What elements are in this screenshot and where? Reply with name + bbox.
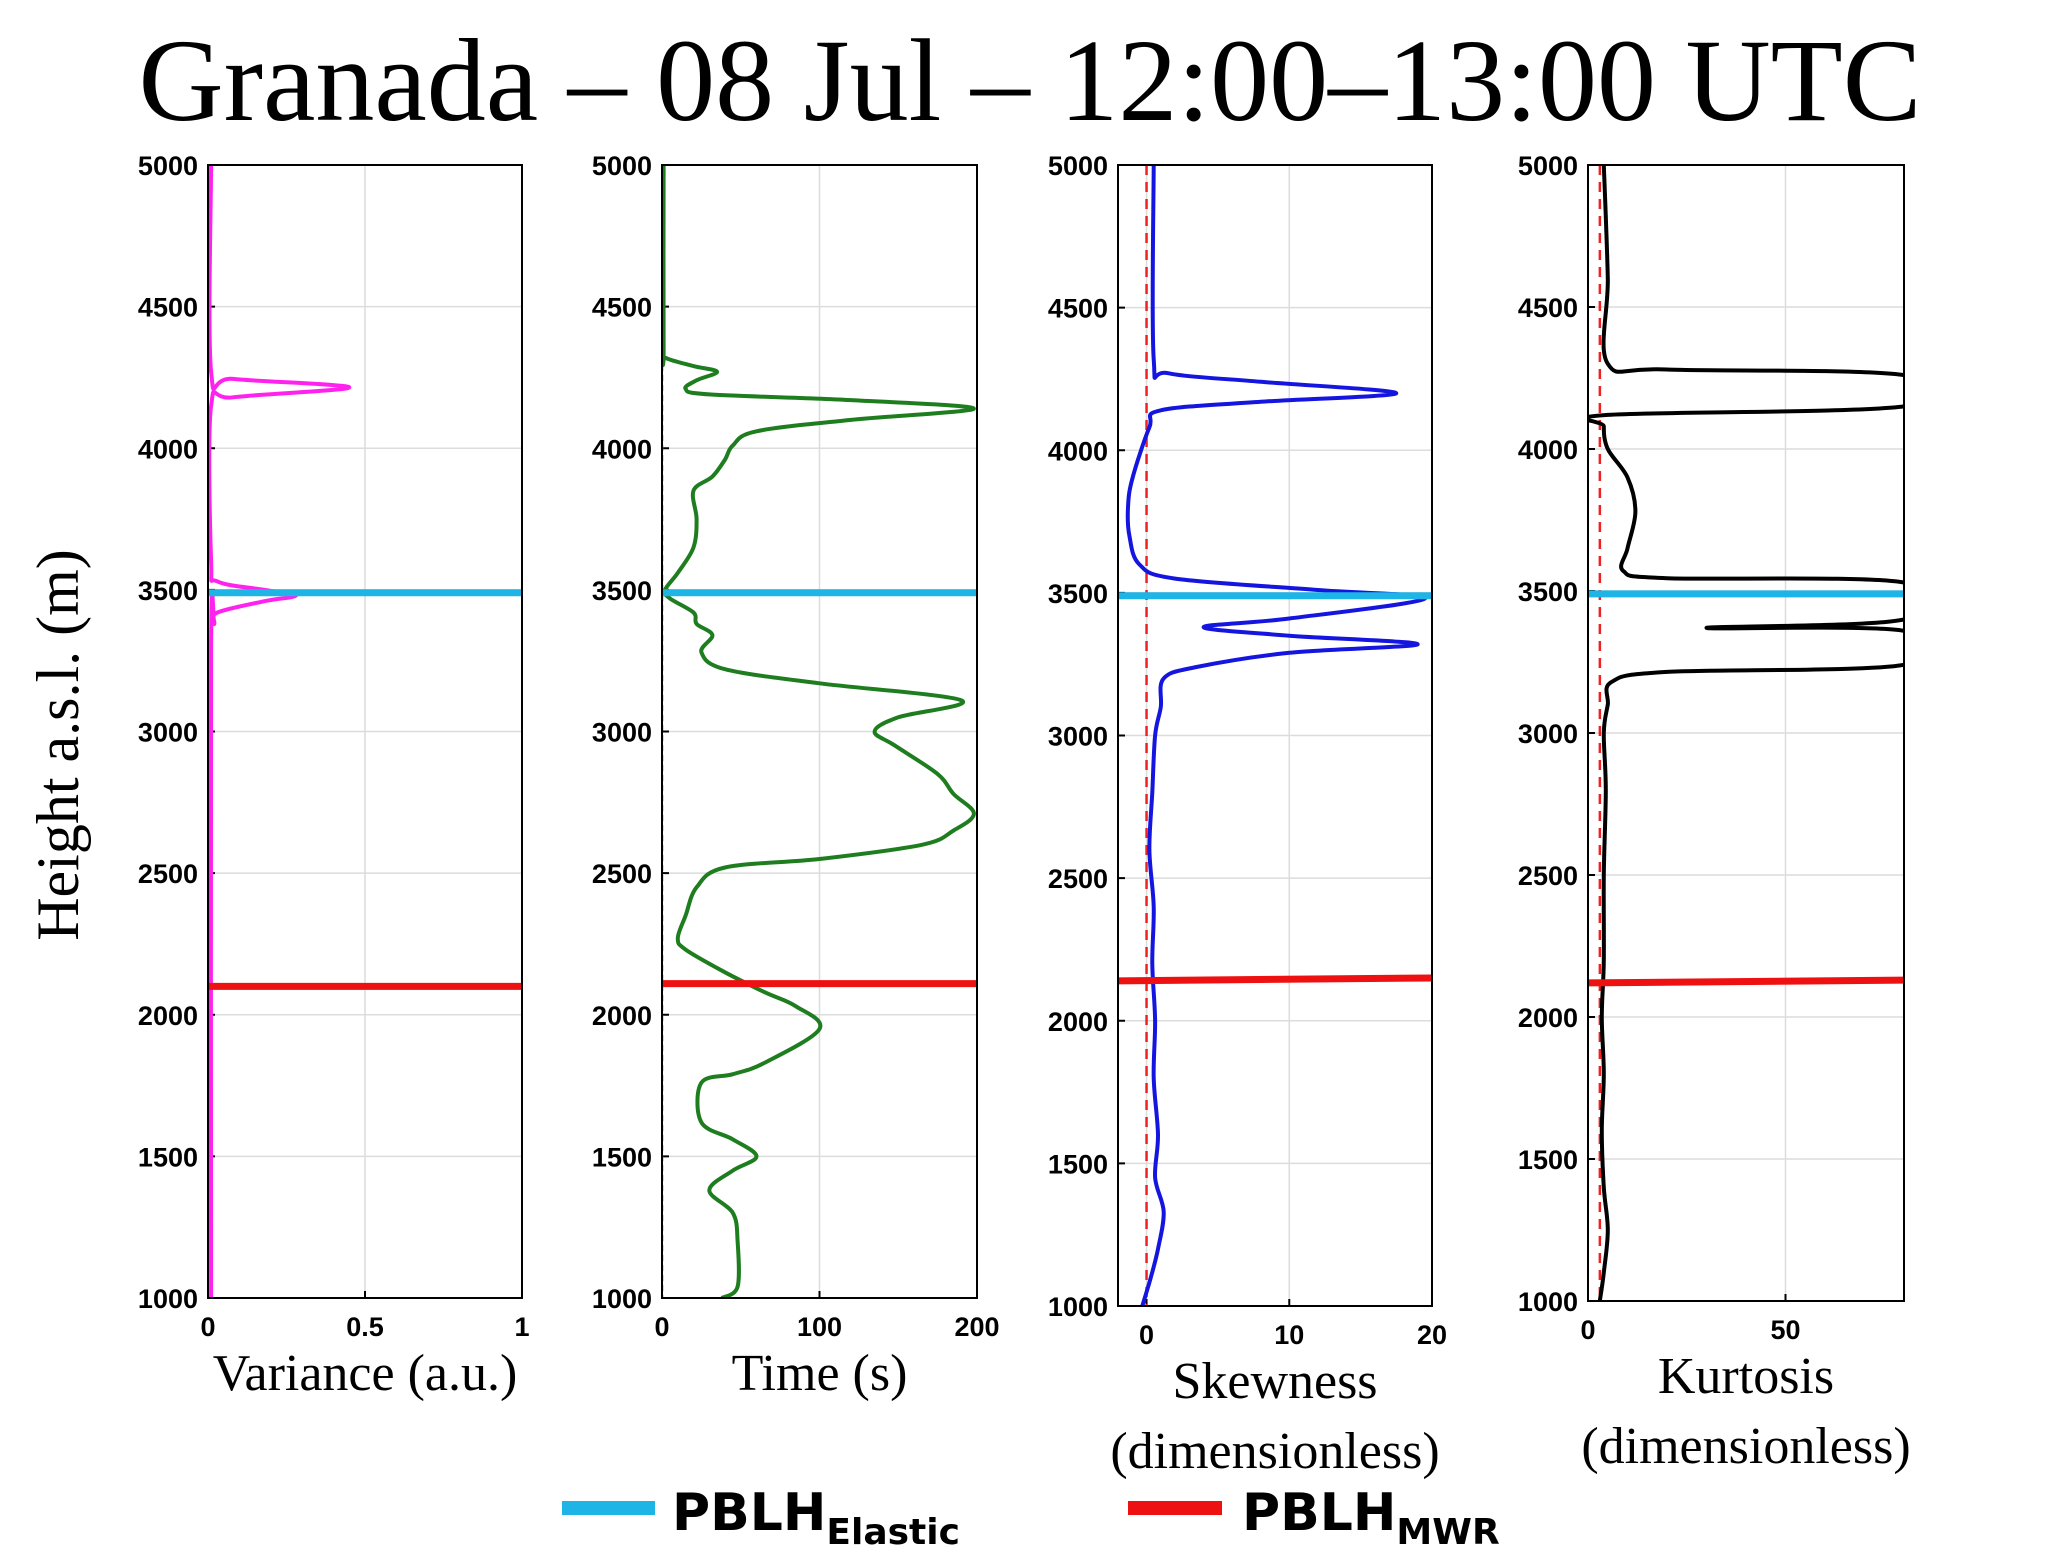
chart-title: Granada – 08 Jul – 12:00–13:00 UTC <box>139 15 1922 146</box>
y-tick-label: 2000 <box>138 1001 198 1031</box>
legend-main-pblh-elastic: PBLH <box>672 1483 826 1543</box>
x-tick-label: 0 <box>200 1312 215 1342</box>
series-line <box>662 165 976 1298</box>
y-axis-label: Height a.s.l. (m) <box>25 549 91 941</box>
y-tick-label: 1500 <box>1048 1149 1108 1179</box>
legend-label-pblh-elastic: PBLHElastic <box>672 1483 960 1553</box>
y-tick-label: 2500 <box>1518 861 1578 891</box>
y-tick-label: 3000 <box>1518 719 1578 749</box>
legend-sub-elastic: Elastic <box>826 1512 960 1553</box>
y-tick-label: 2500 <box>592 859 652 889</box>
plot-area <box>1588 165 1904 1301</box>
x-tick-label: 0 <box>1139 1320 1154 1350</box>
series-line <box>208 165 352 1298</box>
plot-area <box>208 165 352 1298</box>
y-tick-label: 1500 <box>1518 1145 1578 1175</box>
x-tick-label: 20 <box>1417 1320 1447 1350</box>
y-tick-label: 4500 <box>138 293 198 323</box>
y-tick-label: 5000 <box>1048 151 1108 181</box>
y-tick-label: 4500 <box>1518 293 1578 323</box>
y-tick-label: 4000 <box>138 434 198 464</box>
x-tick-label: 200 <box>954 1312 999 1342</box>
x-axis-label-line2: (dimensionless) <box>1581 1418 1910 1475</box>
plot-area <box>1125 165 1427 1306</box>
y-tick-label: 1000 <box>138 1284 198 1314</box>
y-tick-label: 1000 <box>1518 1287 1578 1317</box>
y-tick-label: 2000 <box>1518 1003 1578 1033</box>
y-tick-label: 3500 <box>1048 579 1108 609</box>
y-tick-label: 1500 <box>138 1142 198 1172</box>
y-tick-label: 3000 <box>138 718 198 748</box>
legend: PBLHElastic PBLHMWR <box>562 1483 1500 1553</box>
plot-area <box>662 165 976 1298</box>
y-tick-label: 3000 <box>1048 722 1108 752</box>
pblh-mwr-line <box>1587 976 1905 987</box>
y-tick-label: 4000 <box>1048 436 1108 466</box>
legend-main-pblh-mwr: PBLH <box>1242 1483 1396 1543</box>
panel-frame <box>661 164 978 1299</box>
panel-1: 1000 1500 2000 2500 3000 3500 4000 4500 5000 0 0.5… <box>138 151 530 1402</box>
panel-frame <box>207 164 523 1299</box>
x-tick-label: 0.5 <box>346 1312 384 1342</box>
y-tick-label: 4000 <box>1518 435 1578 465</box>
y-tick-label: 4000 <box>592 434 652 464</box>
x-tick-label: 10 <box>1274 1320 1304 1350</box>
y-tick-label: 4500 <box>592 293 652 323</box>
y-tick-label: 2000 <box>592 1001 652 1031</box>
y-tick-label: 2500 <box>138 859 198 889</box>
pblh-mwr-line <box>1117 974 1433 985</box>
y-tick-label: 2500 <box>1048 864 1108 894</box>
x-axis-label: Kurtosis <box>1658 1348 1834 1405</box>
y-tick-label: 3500 <box>592 576 652 606</box>
x-axis-label-line2: (dimensionless) <box>1110 1423 1439 1480</box>
legend-label-pblh-mwr: PBLHMWR <box>1242 1483 1500 1553</box>
y-tick-label: 5000 <box>592 151 652 181</box>
y-tick-label: 5000 <box>1518 151 1578 181</box>
x-tick-label: 0 <box>1580 1315 1595 1345</box>
y-tick-label: 2000 <box>1048 1007 1108 1037</box>
panel-frame <box>1117 164 1433 1307</box>
y-tick-label: 1000 <box>592 1284 652 1314</box>
panel-2: 1000 1500 2000 2500 3000 3500 4000 4500 5000 0 100… <box>592 151 1000 1402</box>
y-tick-label: 3500 <box>138 576 198 606</box>
x-tick-label: 100 <box>797 1312 842 1342</box>
y-tick-label: 1000 <box>1048 1292 1108 1322</box>
y-tick-label: 5000 <box>138 151 198 181</box>
x-axis-label: Skewness <box>1172 1353 1377 1410</box>
panel-4: 1000 1500 2000 2500 3000 3500 4000 4500 5000 0 50K… <box>1518 151 1911 1475</box>
x-axis-label: Variance (a.u.) <box>213 1345 518 1402</box>
y-tick-label: 1500 <box>592 1142 652 1172</box>
x-axis-label: Time (s) <box>732 1345 908 1402</box>
y-tick-label: 4500 <box>1048 294 1108 324</box>
y-tick-label: 3500 <box>1518 577 1578 607</box>
x-tick-label: 50 <box>1770 1315 1800 1345</box>
x-tick-label: 1 <box>514 1312 529 1342</box>
x-tick-label: 0 <box>654 1312 669 1342</box>
series-line <box>1125 165 1427 1306</box>
panel-frame <box>1587 164 1905 1302</box>
y-tick-label: 3000 <box>592 718 652 748</box>
series-line <box>1588 165 1904 1301</box>
panel-3: 1000 1500 2000 2500 3000 3500 4000 4500 5000 0 10 2… <box>1048 151 1447 1480</box>
legend-sub-mwr: MWR <box>1396 1512 1499 1553</box>
